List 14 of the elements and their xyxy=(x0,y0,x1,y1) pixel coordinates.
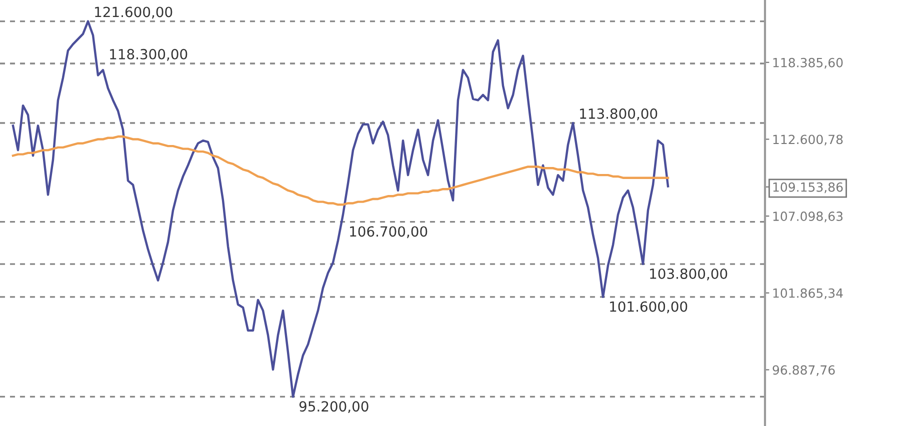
ref-line-label: 106.700,00 xyxy=(350,226,428,238)
ref-line-label: 121.600,00 xyxy=(95,6,172,19)
y-tick-label: 118.385,60 xyxy=(773,58,843,69)
ref-line-label: 95.200,00 xyxy=(299,401,368,414)
ref-line-label: 103.800,00 xyxy=(650,268,728,280)
y-tick-label: 96.887,76 xyxy=(772,365,835,376)
ref-line-label: 101.600,00 xyxy=(610,301,688,314)
y-tick-label: 112.600,78 xyxy=(773,134,843,146)
line-series xyxy=(12,135,670,206)
y-tick-label: 107.098,63 xyxy=(773,212,843,222)
y-tick-label: 109.153,86 xyxy=(773,182,843,194)
ref-line-label: 118.300,00 xyxy=(110,48,188,61)
ref-line-label: 113.800,00 xyxy=(580,108,658,120)
y-tick-label: 101.865,34 xyxy=(773,288,843,300)
